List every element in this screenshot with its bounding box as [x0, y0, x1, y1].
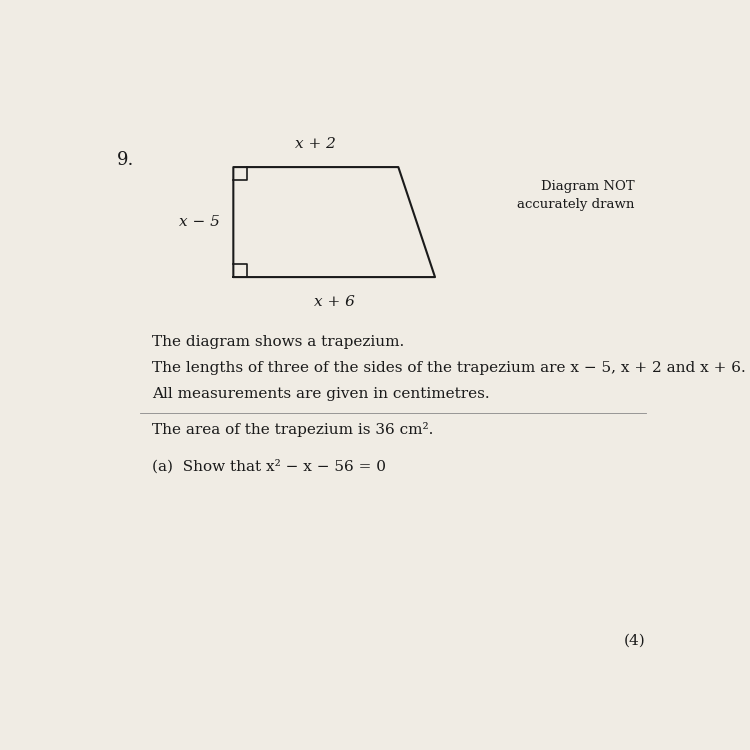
Text: The diagram shows a trapezium.: The diagram shows a trapezium. — [152, 335, 404, 350]
Text: x − 5: x − 5 — [178, 215, 220, 229]
Text: Diagram NOT
accurately drawn: Diagram NOT accurately drawn — [517, 179, 634, 211]
Text: The area of the trapezium is 36 cm².: The area of the trapezium is 36 cm². — [152, 422, 433, 437]
Text: 9.: 9. — [117, 151, 134, 169]
Text: x + 2: x + 2 — [296, 136, 336, 151]
Text: The lengths of three of the sides of the trapezium are x − 5, x + 2 and x + 6.: The lengths of three of the sides of the… — [152, 362, 746, 376]
Text: x + 6: x + 6 — [314, 296, 355, 310]
Text: All measurements are given in centimetres.: All measurements are given in centimetre… — [152, 388, 490, 401]
Text: (a)  Show that x² − x − 56 = 0: (a) Show that x² − x − 56 = 0 — [152, 460, 386, 474]
Text: (4): (4) — [624, 633, 646, 647]
